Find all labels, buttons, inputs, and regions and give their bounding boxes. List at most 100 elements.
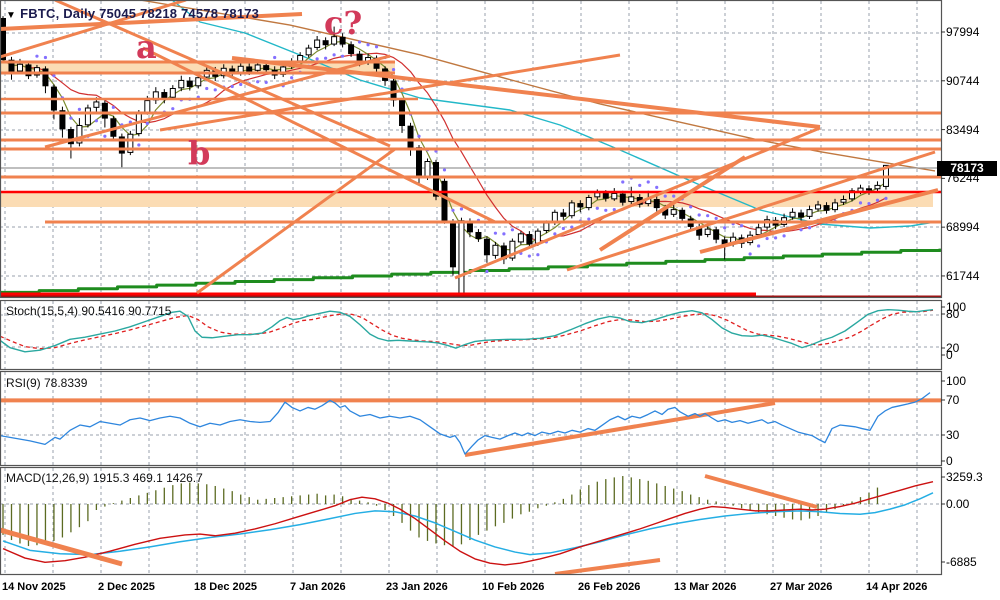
- candle-body-down: [246, 66, 253, 72]
- sar-dot: [884, 196, 888, 200]
- candle-body-down: [0, 18, 6, 61]
- candle-body-down: [449, 221, 456, 268]
- macd-trendline: [0, 527, 123, 567]
- candle-body-down: [679, 209, 686, 219]
- support-band: [0, 62, 395, 73]
- sar-dot: [570, 225, 574, 229]
- sar-dot: [612, 208, 616, 212]
- sar-dot: [485, 269, 489, 274]
- candle-body-up: [314, 39, 321, 48]
- candle-body-up: [178, 79, 185, 89]
- sar-dot: [69, 116, 73, 120]
- candle-body-up: [305, 47, 312, 56]
- date-axis-label: 23 Jan 2026: [386, 581, 448, 593]
- sar-dot: [332, 53, 336, 57]
- candle-body-up: [543, 222, 550, 231]
- date-axis-label: 27 Mar 2026: [770, 581, 833, 593]
- candle-body-up: [84, 107, 91, 126]
- candle-body-down: [263, 65, 270, 71]
- candle-body-up: [755, 227, 762, 236]
- stoch-main-line: [0, 308, 934, 353]
- indicator-axis-label: 3259.3: [946, 470, 983, 484]
- indicator-axis-label: 0.00: [946, 497, 970, 511]
- sar-dot: [723, 226, 727, 230]
- macd-panel-border: [0, 466, 943, 576]
- candle-body-up: [704, 228, 711, 236]
- sar-dot: [357, 40, 362, 44]
- sar-dot: [459, 207, 464, 211]
- sar-dot: [595, 206, 599, 210]
- candle-body-up: [832, 202, 839, 211]
- sar-dot: [672, 194, 676, 198]
- sar-dot: [374, 45, 379, 49]
- sar-dot: [638, 183, 642, 187]
- orange-trendline: [44, 54, 391, 149]
- candle-body-down: [619, 193, 626, 203]
- candle-body-down: [407, 125, 414, 148]
- candle-body-down: [560, 212, 567, 217]
- indicator-axis-label: 100: [946, 374, 967, 388]
- orange-trendline: [0, 12, 303, 31]
- price-axis-label: 76244: [946, 171, 980, 186]
- candle-body-up: [144, 100, 151, 113]
- rsi-line: [0, 392, 931, 455]
- sar-dot: [264, 80, 268, 85]
- candle-body-up: [585, 197, 592, 209]
- sar-dot: [341, 54, 345, 58]
- sar-dot: [858, 201, 863, 205]
- candle-body-up: [840, 199, 847, 203]
- orange-trendline: [598, 155, 747, 252]
- candle-body-down: [59, 110, 66, 130]
- sar-dot: [587, 217, 591, 221]
- sar-dot: [553, 232, 557, 236]
- date-axis-label: 18 Dec 2025: [194, 581, 257, 593]
- candle-body-down: [823, 205, 830, 211]
- date-axis-label: 7 Jan 2026: [290, 581, 346, 593]
- candle-body-down: [67, 129, 74, 145]
- ma-red: [2, 52, 887, 242]
- candle-body-down: [602, 192, 609, 199]
- sar-dot: [171, 107, 175, 111]
- candle-body-up: [458, 220, 465, 296]
- candle-body-up: [195, 77, 202, 87]
- candle-body-down: [339, 36, 346, 45]
- candle-body-down: [653, 199, 660, 209]
- sar-dot: [782, 234, 786, 238]
- candle-body-up: [424, 161, 431, 178]
- orange-trendline: [231, 56, 821, 129]
- candle-body-down: [322, 40, 329, 46]
- macd-trendline: [554, 558, 661, 575]
- candle-body-up: [331, 36, 338, 45]
- candle-body-up: [568, 202, 575, 217]
- rsi-panel-border: [0, 370, 943, 467]
- sar-dot: [239, 82, 243, 87]
- price-axis-label: 90744: [946, 73, 980, 88]
- sar-dot: [213, 88, 217, 92]
- date-axis-label: 10 Feb 2026: [482, 581, 545, 593]
- indicator-axis-label: 30: [946, 428, 960, 442]
- candle-body-down: [713, 229, 720, 240]
- sar-dot: [52, 74, 56, 78]
- sar-dot: [757, 244, 761, 248]
- candle-body-up: [517, 233, 524, 243]
- sar-dot: [417, 134, 421, 138]
- macd-trendline: [704, 474, 818, 509]
- sar-dot: [273, 55, 277, 60]
- date-axis-label: 14 Apr 2026: [866, 581, 928, 593]
- price-axis-label: 61744: [946, 268, 980, 283]
- candle-body-up: [611, 192, 618, 200]
- current-price-label: 78173: [937, 161, 997, 176]
- candle-body-up: [93, 101, 100, 108]
- orange-trendline: [454, 126, 821, 280]
- sar-dot: [35, 54, 39, 58]
- sar-dot: [324, 56, 328, 60]
- stoch-panel-border: [0, 299, 943, 371]
- sar-dot: [510, 228, 514, 232]
- sar-dot: [773, 236, 778, 240]
- orange-trendline: [159, 53, 621, 132]
- indicator-axis-label: 70: [946, 393, 960, 407]
- candle-body-up: [594, 192, 601, 198]
- sar-dot: [748, 252, 752, 256]
- candle-body-down: [475, 231, 482, 240]
